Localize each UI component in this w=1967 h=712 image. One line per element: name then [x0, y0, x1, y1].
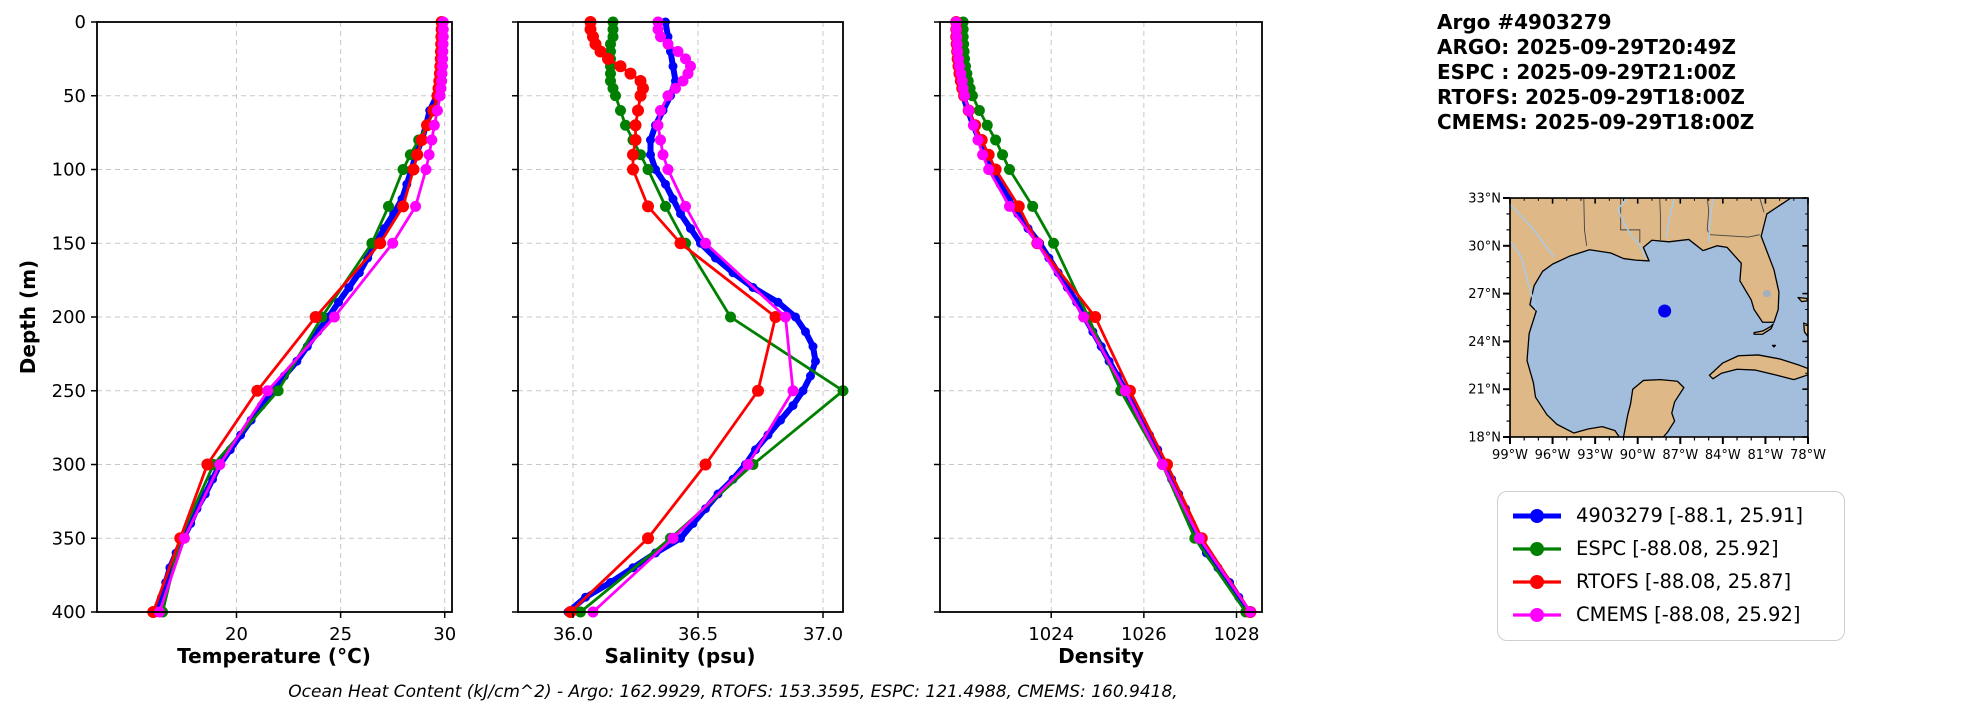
map-lon-label: 96°W: [1535, 448, 1571, 463]
svg-text:50: 50: [63, 86, 86, 107]
map-river: [1510, 240, 1537, 311]
map-land: [1708, 354, 1808, 381]
map-river: [1665, 198, 1676, 238]
map-lake: [1762, 290, 1771, 298]
map-lon-label: 93°W: [1577, 448, 1613, 463]
map-land: [1622, 378, 1685, 437]
map-lat-label: 30°N: [1468, 239, 1501, 254]
legend-entry-cmems: CMEMS [-88.08, 25.92]: [1510, 598, 1844, 631]
svg-text:25: 25: [329, 624, 352, 645]
svg-text:300: 300: [52, 455, 86, 476]
svg-text:37.0: 37.0: [803, 624, 843, 645]
depth-axis-label: Depth (m): [16, 259, 40, 375]
float-location-marker: [1658, 304, 1672, 318]
legend-entry-argo: 4903279 [-88.1, 25.91]: [1510, 499, 1844, 532]
svg-text:400: 400: [52, 602, 86, 623]
svg-text:200: 200: [52, 307, 86, 328]
svg-text:1026: 1026: [1121, 624, 1167, 645]
series-cmems: [587, 16, 799, 618]
espc-timestamp: ESPC : 2025-09-29T21:00Z: [1437, 60, 1737, 84]
map-land: [1753, 323, 1774, 335]
map-lat-label: 27°N: [1468, 287, 1501, 302]
location-map: 33°N 30°N 27°N 24°N 21°N 18°N 99°W 96°W 93°W 90°W…: [1468, 192, 1826, 464]
legend-entry-espc: ESPC [-88.08, 25.92]: [1510, 532, 1844, 565]
series-cmems: [153, 16, 449, 618]
salinity-panel: 36.0 36.5 37.0: [512, 16, 849, 645]
svg-text:1028: 1028: [1214, 624, 1260, 645]
legend-label: ESPC [-88.08, 25.92]: [1576, 537, 1779, 560]
legend-line-marker-icon: [1513, 574, 1561, 589]
density-panel: 1024 1026 1028: [934, 16, 1263, 645]
map-lat-label: 21°N: [1468, 383, 1501, 398]
map-state-border: [1759, 198, 1765, 213]
header: Argo #4903279 ARGO: 2025-09-29T20:49Z ES…: [1437, 10, 1754, 135]
ohc-note: Ocean Heat Content (kJ/cm^2) - Argo: 162…: [288, 682, 1178, 702]
svg-text:350: 350: [52, 528, 86, 549]
map-lon-label: 81°W: [1747, 448, 1783, 463]
salinity-axis-label: Salinity (psu): [604, 644, 756, 668]
legend-label: 4903279 [-88.1, 25.91]: [1576, 504, 1803, 527]
temperature-axis-label: Temperature (°C): [177, 644, 371, 668]
legend-label: RTOFS [-88.08, 25.87]: [1576, 570, 1792, 593]
legend-entry-rtofs: RTOFS [-88.08, 25.87]: [1510, 565, 1844, 598]
map-lon-label: 99°W: [1492, 448, 1528, 463]
svg-text:30: 30: [433, 624, 456, 645]
svg-text:0: 0: [75, 12, 86, 33]
map-lat-label: 18°N: [1468, 431, 1501, 446]
legend-line-marker-icon: [1513, 508, 1561, 523]
map-land: [1803, 322, 1808, 338]
svg-text:250: 250: [52, 381, 86, 402]
legend-line-marker-icon: [1513, 607, 1561, 622]
map-river: [1616, 198, 1647, 259]
map-land: [1771, 344, 1777, 348]
series-cmems: [950, 16, 1256, 618]
density-axis-label: Density: [1058, 644, 1144, 668]
map-lon-label: 78°W: [1790, 448, 1826, 463]
map-lon-label: 84°W: [1705, 448, 1741, 463]
map-lat-label: 33°N: [1468, 192, 1501, 207]
map-lon-label: 90°W: [1620, 448, 1656, 463]
map-land: [1797, 296, 1808, 303]
map-state-border: [1583, 198, 1588, 246]
map-lon-label: 87°W: [1662, 448, 1698, 463]
svg-text:150: 150: [52, 233, 86, 254]
float-title: Argo #4903279: [1437, 10, 1612, 34]
legend-box: 4903279 [-88.1, 25.91] ESPC [-88.08, 25.…: [1497, 491, 1845, 641]
svg-text:1024: 1024: [1028, 624, 1074, 645]
map-land: [1510, 198, 1792, 437]
svg-text:20: 20: [225, 624, 248, 645]
map-lat-label: 24°N: [1468, 335, 1501, 350]
map-river: [1707, 198, 1714, 243]
svg-text:100: 100: [52, 160, 86, 181]
svg-text:36.5: 36.5: [678, 624, 718, 645]
rtofs-timestamp: RTOFS: 2025-09-29T18:00Z: [1437, 85, 1745, 109]
map-state-border: [1659, 198, 1661, 241]
legend-line-marker-icon: [1513, 541, 1561, 556]
map-river: [1510, 203, 1555, 258]
argo-timestamp: ARGO: 2025-09-29T20:49Z: [1437, 35, 1736, 59]
series-rtofs: [564, 16, 782, 618]
cmems-timestamp: CMEMS: 2025-09-29T18:00Z: [1437, 110, 1755, 134]
legend-label: CMEMS [-88.08, 25.92]: [1576, 603, 1801, 626]
svg-text:36.0: 36.0: [553, 624, 593, 645]
